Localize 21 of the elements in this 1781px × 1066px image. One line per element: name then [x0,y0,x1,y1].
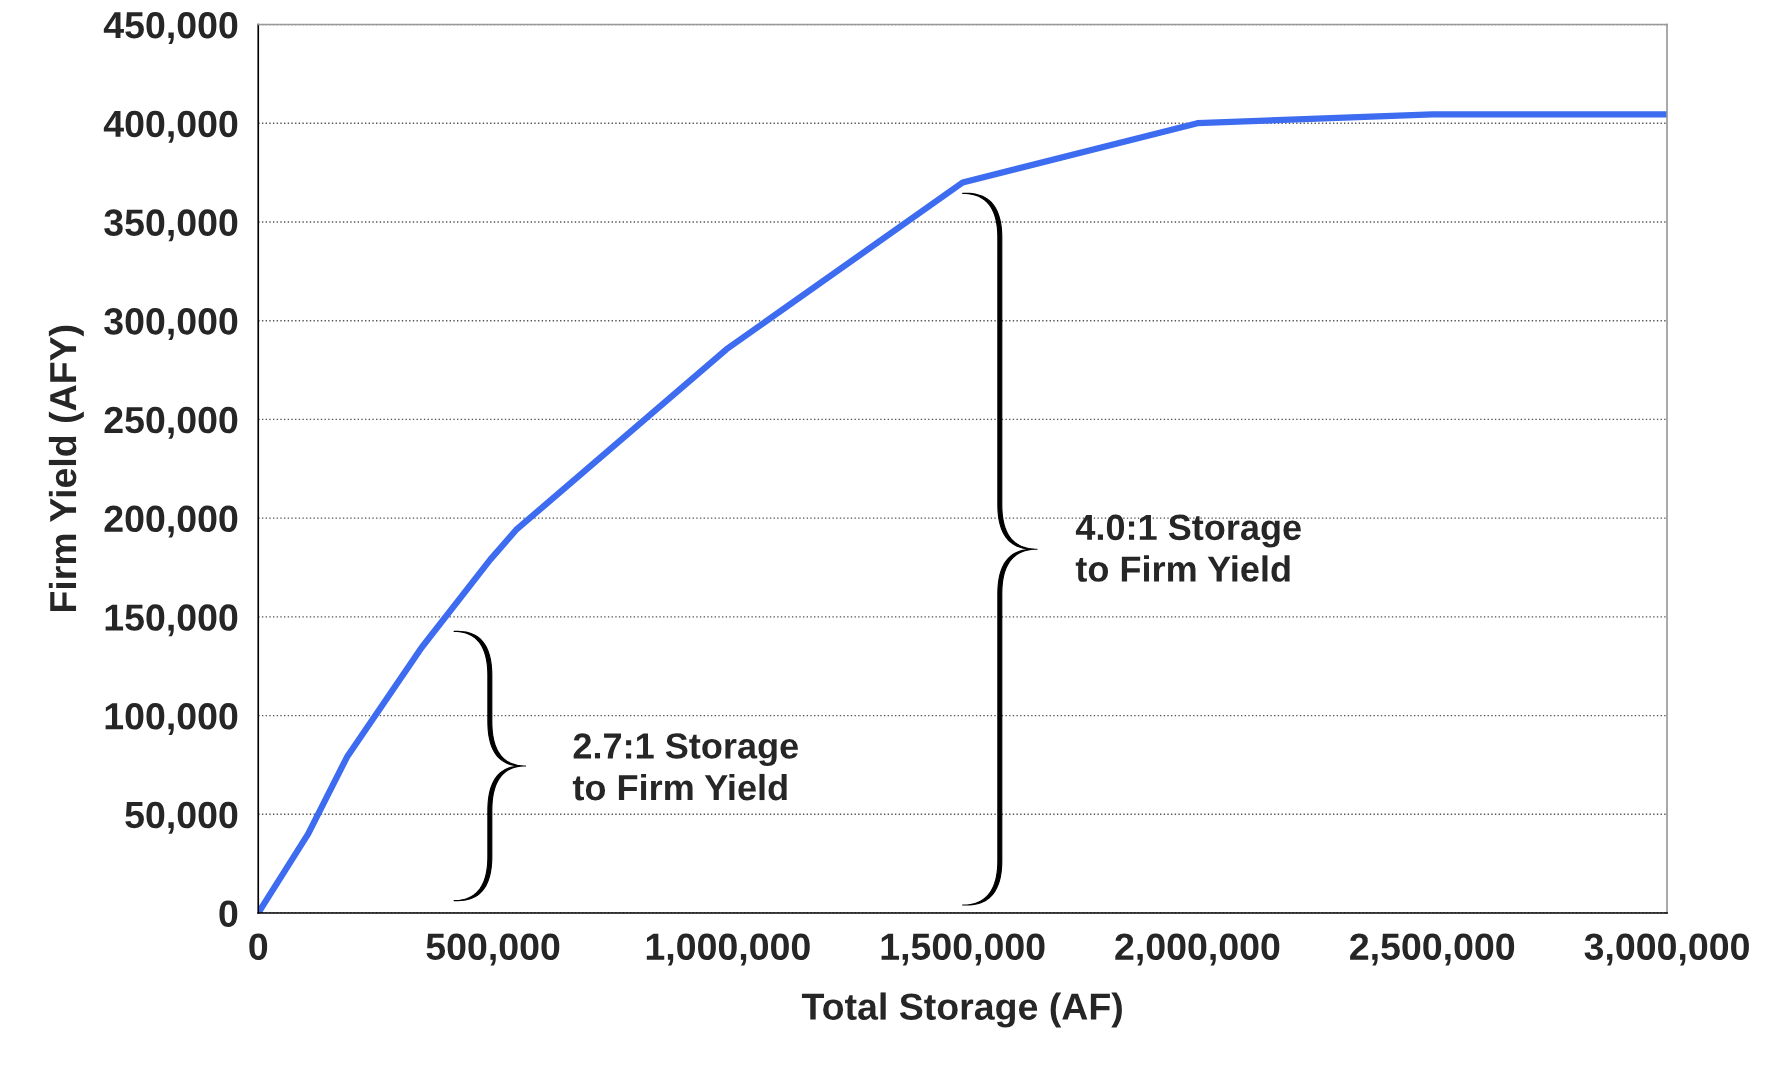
x-tick-label: 2,500,000 [1350,933,1515,966]
annotation: 4.0:1 Storage to Firm Yield [1075,514,1301,582]
y-tick-label: 250,000 [104,406,238,439]
x-tick-label: 0 [249,933,268,961]
x-tick-label: 1,000,000 [646,933,810,966]
y-tick-label: 100,000 [105,702,238,735]
y-tick-label: 150,000 [105,604,238,637]
y-tick-label: 400,000 [103,110,238,143]
y-tick-label: 0 [219,900,238,927]
x-tick-label: 500,000 [426,933,560,966]
y-axis-title: Firm Yield (AFY) [48,325,84,612]
x-axis-title: Total Storage (AF) [801,992,1122,1028]
annotation: 2.7:1 Storage to Firm Yield [572,733,798,801]
y-tick-label: 200,000 [104,505,238,538]
x-tick-label: 3,000,000 [1584,933,1749,966]
y-tick-label: 300,000 [104,308,238,341]
y-tick-label: 350,000 [104,209,238,242]
x-tick-label: 2,000,000 [1115,933,1280,966]
x-tick-label: 1,500,000 [881,933,1045,966]
y-tick-label: 50,000 [125,801,238,834]
y-tick-label: 450,000 [103,11,238,44]
